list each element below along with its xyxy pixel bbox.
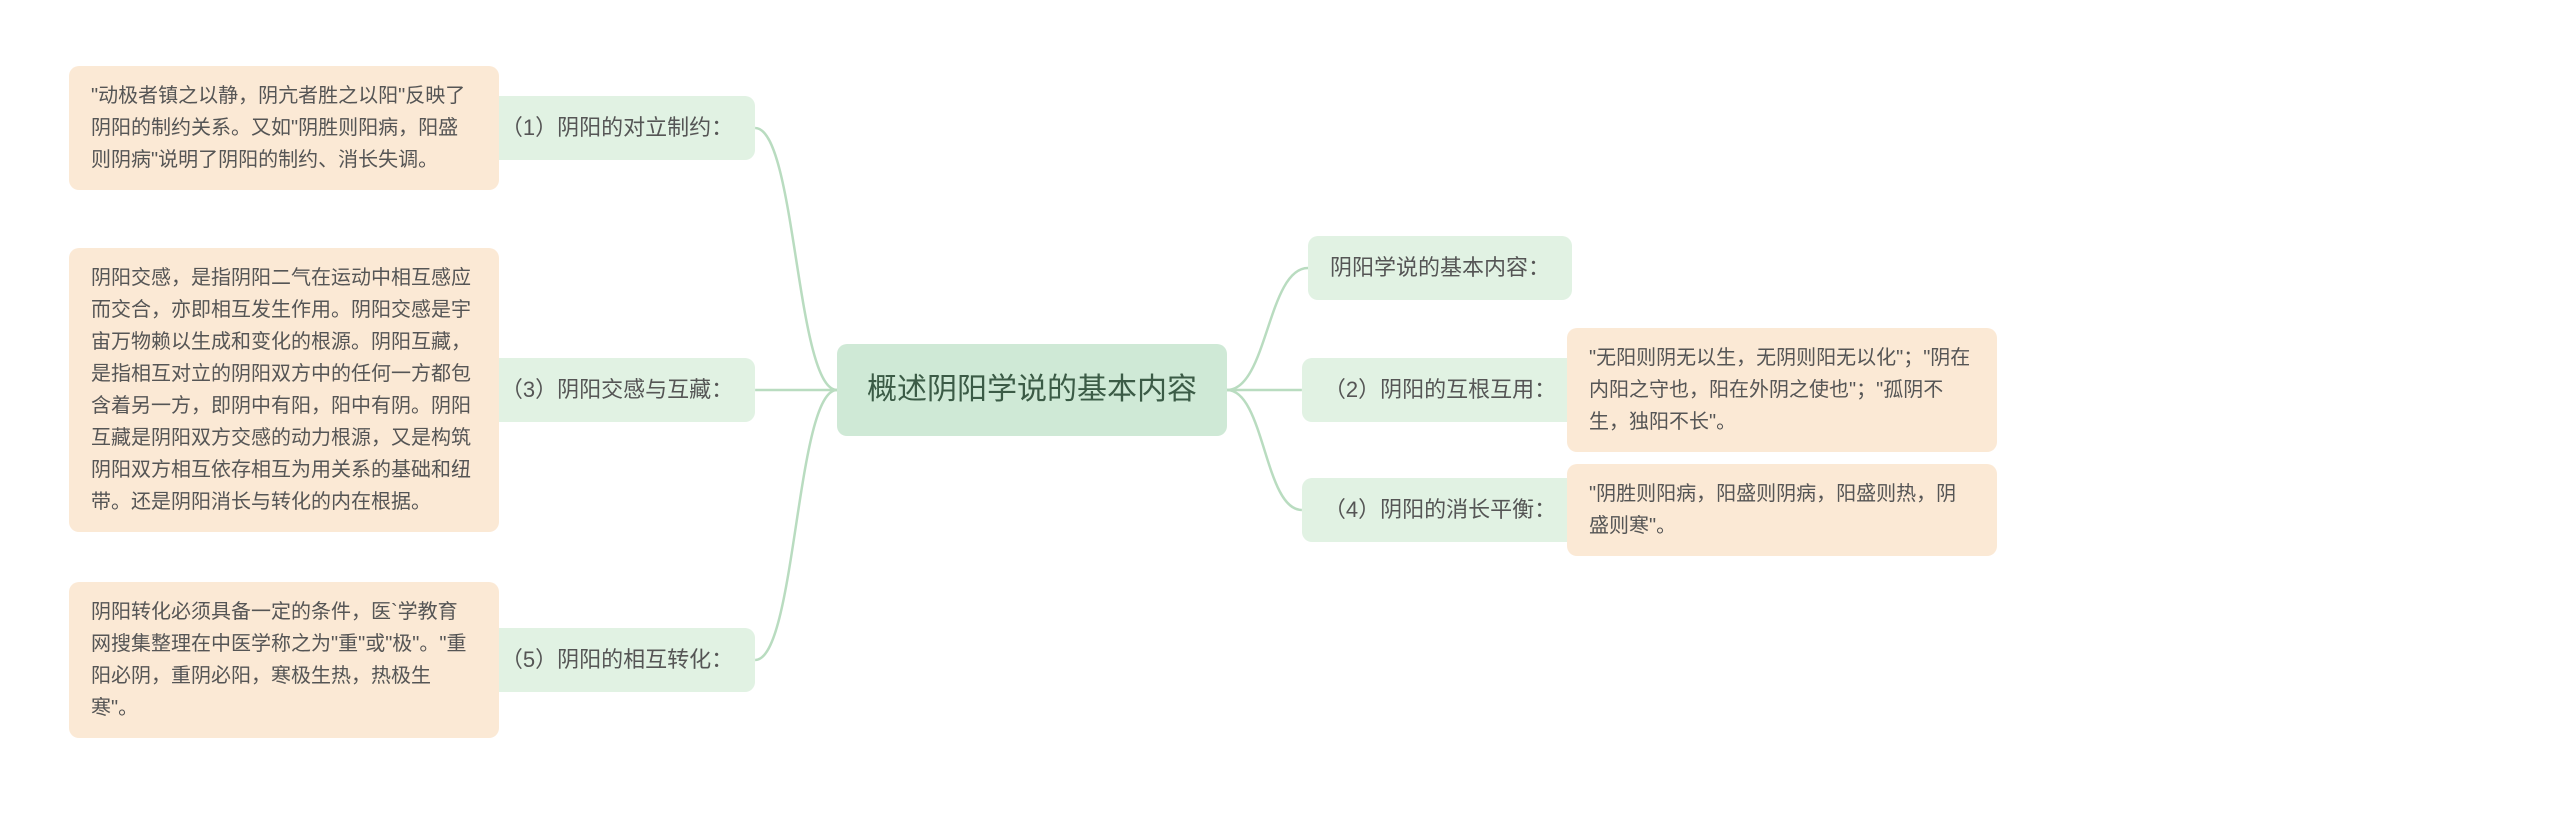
leaf-l3: 阴阳交感，是指阴阳二气在运动中相互感应而交合，亦即相互发生作用。阴阳交感是宇宙万… [69,248,499,532]
branch-b4: （4）阴阳的消长平衡： [1302,478,1578,541]
branch-b5: （5）阴阳的相互转化： [479,628,755,691]
branch-b3: （3）阴阳交感与互藏： [479,358,755,421]
branch-b1: （1）阴阳的对立制约： [479,96,755,159]
center-topic: 概述阴阳学说的基本内容 [837,344,1227,436]
leaf-l1: "动极者镇之以静，阴亢者胜之以阳"反映了阴阳的制约关系。又如"阴胜则阳病，阳盛则… [69,66,499,190]
branch-b2: （2）阴阳的互根互用： [1302,358,1578,421]
branch-b0: 阴阳学说的基本内容： [1308,236,1572,299]
leaf-l5: 阴阳转化必须具备一定的条件，医`学教育网搜集整理在中医学称之为"重"或"极"。"… [69,582,499,738]
leaf-l2: "无阳则阴无以生，无阴则阳无以化"；"阴在内阳之守也，阳在外阴之使也"；"孤阴不… [1567,328,1997,452]
leaf-l4: "阴胜则阳病，阳盛则阴病，阳盛则热，阴盛则寒"。 [1567,464,1997,556]
mindmap-canvas: 概述阴阳学说的基本内容 （1）阴阳的对立制约："动极者镇之以静，阴亢者胜之以阳"反… [0,0,2560,830]
